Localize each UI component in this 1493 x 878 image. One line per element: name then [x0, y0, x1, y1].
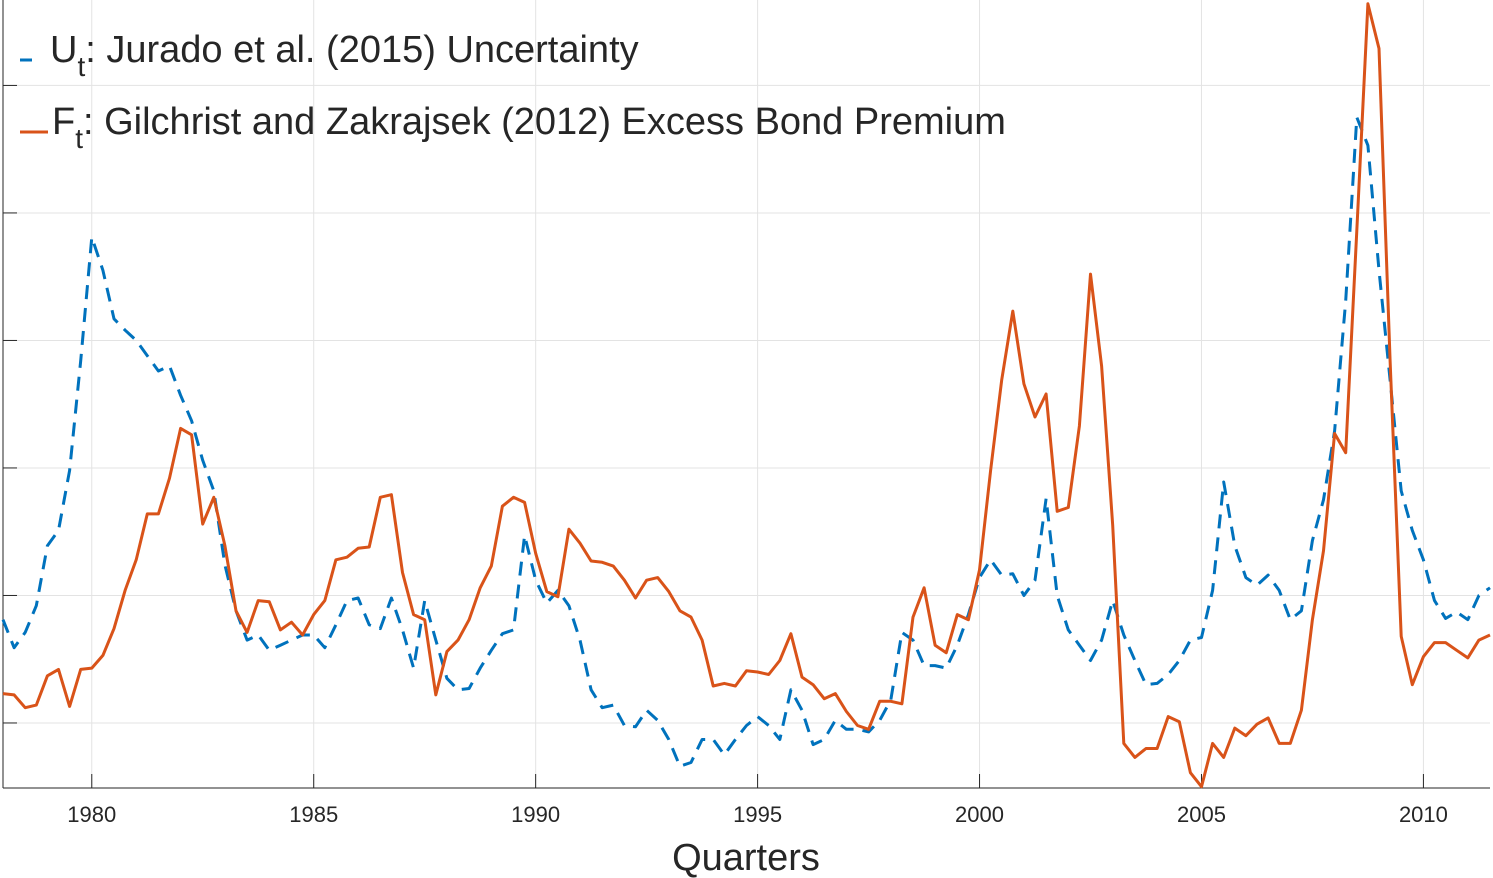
legend-text: : Gilchrist and Zakrajsek (2012) Excess … [83, 101, 1006, 143]
x-tick-label: 2005 [1177, 802, 1226, 827]
x-tick-label: 1995 [733, 802, 782, 827]
legend-name: U [50, 29, 77, 71]
legend-subscript: t [77, 51, 85, 82]
x-axis-label: Quarters [672, 837, 820, 878]
x-tick-label: 2010 [1399, 802, 1448, 827]
series-line [2, 2, 1491, 789]
x-tick-label: 1985 [289, 802, 338, 827]
legend-name: F [52, 101, 75, 143]
x-tick-label: 1990 [511, 802, 560, 827]
x-tick-label: 2000 [955, 802, 1004, 827]
x-tick-label: 1980 [67, 802, 116, 827]
legend-label: Ut: Jurado et al. (2015) Uncertainty [50, 29, 639, 82]
legend-label: Ft: Gilchrist and Zakrajsek (2012) Exces… [52, 101, 1006, 154]
legend-text: : Jurado et al. (2015) Uncertainty [85, 29, 638, 71]
legend-entry: Ft: Gilchrist and Zakrajsek (2012) Exces… [20, 101, 1006, 154]
legend-entry: Ut: Jurado et al. (2015) Uncertainty [20, 29, 639, 82]
series-line [1, 115, 1491, 768]
legend-subscript: t [75, 123, 83, 154]
